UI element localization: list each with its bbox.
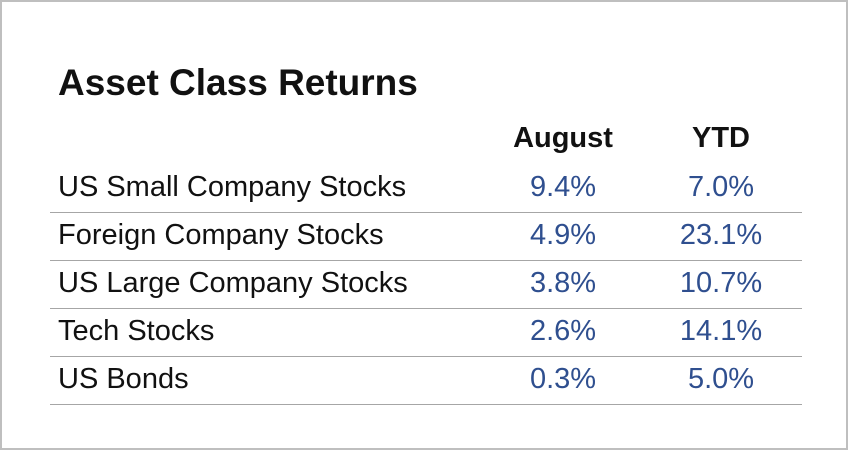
- row-label: US Bonds: [58, 363, 189, 395]
- ytd-value: 10.7%: [679, 267, 763, 299]
- table-row: US Small Company Stocks 9.4% 7.0%: [50, 165, 802, 213]
- august-value: 9.4%: [529, 171, 597, 203]
- chart-title: Asset Class Returns: [58, 62, 418, 103]
- august-value: 0.3%: [529, 363, 597, 395]
- ytd-value: 14.1%: [679, 315, 763, 347]
- table-row: US Bonds 0.3% 5.0%: [50, 357, 802, 405]
- row-label: Tech Stocks: [58, 315, 215, 347]
- column-header-august: August: [513, 122, 613, 154]
- ytd-value: 7.0%: [687, 171, 755, 203]
- august-value: 3.8%: [529, 267, 597, 299]
- table-body: US Small Company Stocks 9.4% 7.0% Foreig…: [50, 165, 802, 405]
- ytd-value: 5.0%: [687, 363, 755, 395]
- ytd-value: 23.1%: [679, 219, 763, 251]
- august-value: 4.9%: [529, 219, 597, 251]
- august-value: 2.6%: [529, 315, 597, 347]
- row-label: US Small Company Stocks: [58, 171, 407, 203]
- column-header-ytd: YTD: [692, 122, 750, 154]
- table-row: US Large Company Stocks 3.8% 10.7%: [50, 261, 802, 309]
- table-row: Foreign Company Stocks 4.9% 23.1%: [50, 213, 802, 261]
- table-row: Tech Stocks 2.6% 14.1%: [50, 309, 802, 357]
- row-label: Foreign Company Stocks: [58, 219, 384, 251]
- row-label: US Large Company Stocks: [58, 267, 408, 299]
